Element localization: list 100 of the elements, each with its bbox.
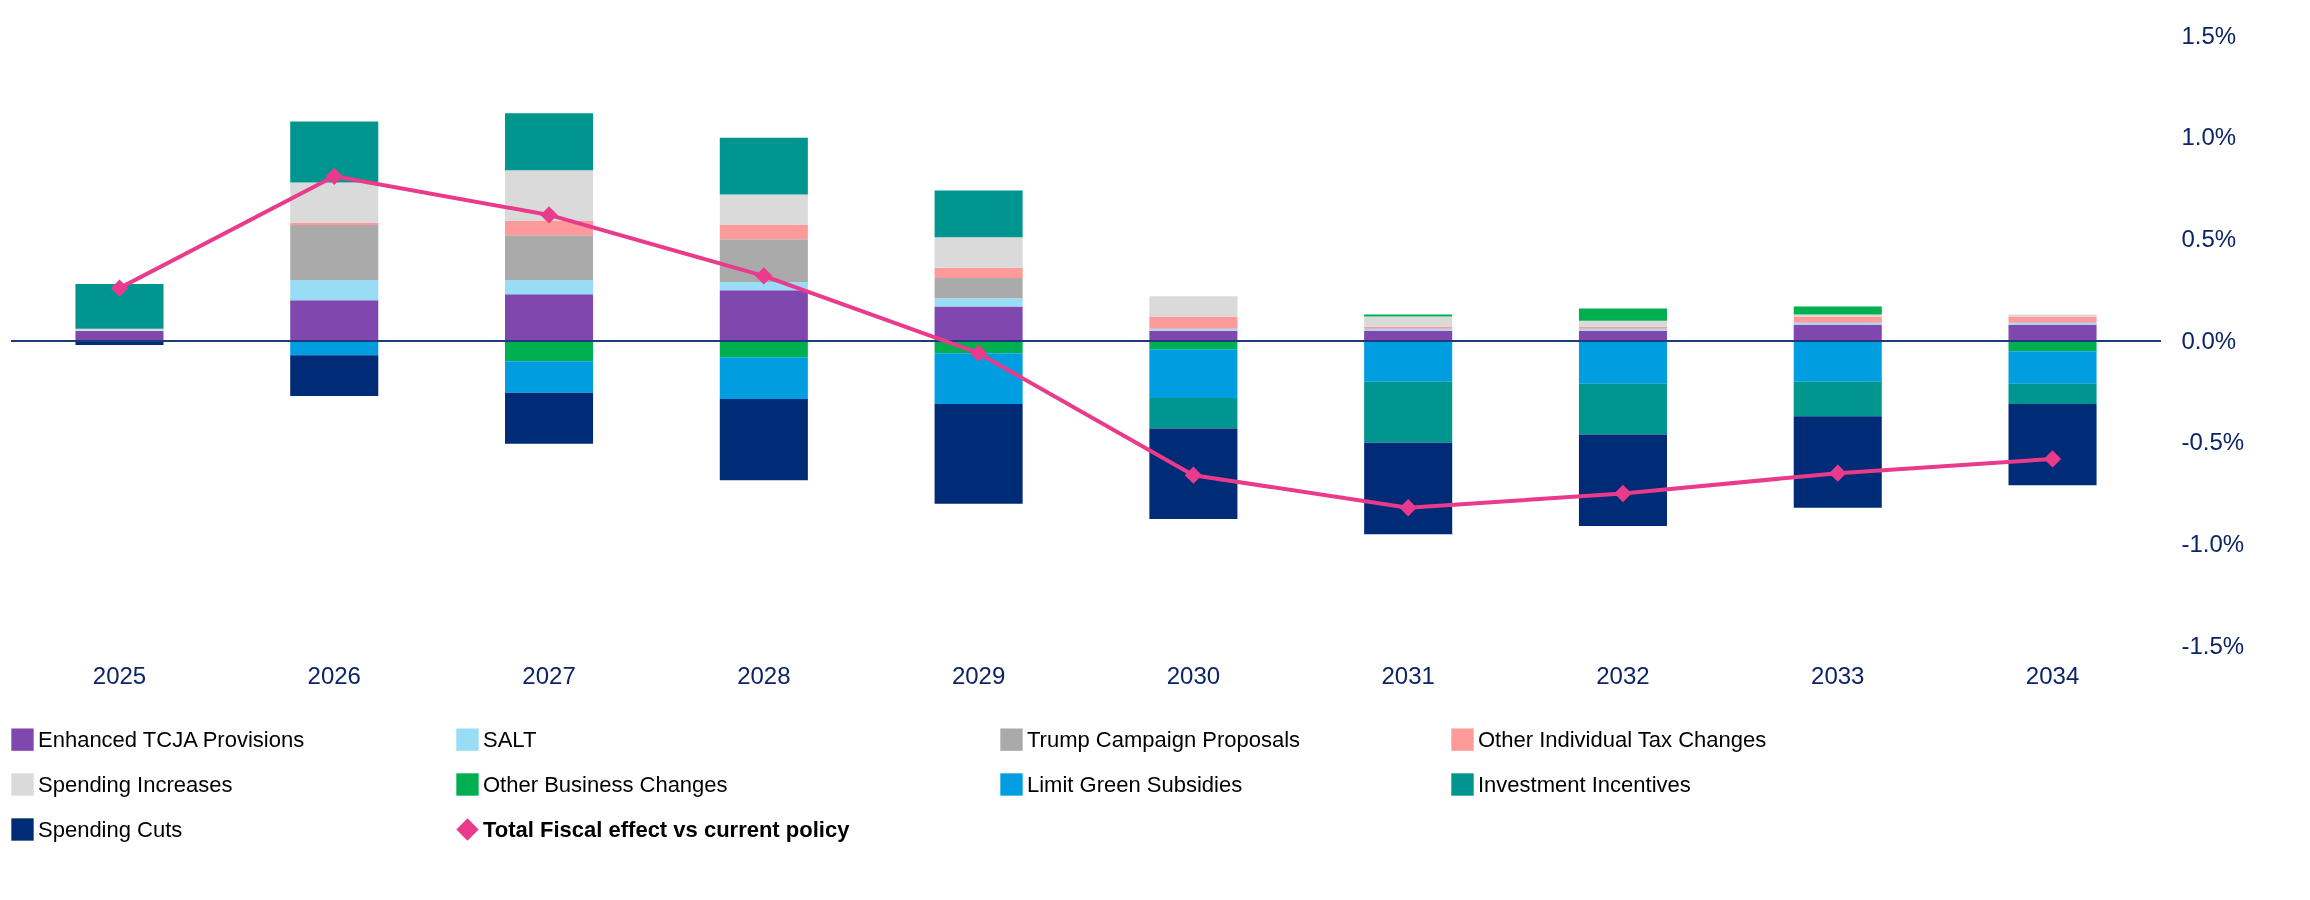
bar (505, 361, 594, 393)
legend-label: Spending Increases (38, 771, 233, 797)
point (1184, 466, 1203, 484)
y-tick-label: 1.0% (2181, 123, 2237, 151)
bar (1578, 320, 1667, 327)
bar (2008, 324, 2097, 341)
bar (934, 298, 1023, 307)
legend-label: Trump Campaign Proposals (1027, 726, 1301, 752)
legend-label: Total Fiscal effect vs current policy (483, 816, 851, 842)
bar (290, 182, 379, 224)
x-tick-label: 2033 (1811, 661, 1865, 689)
legend-label: SALT (483, 726, 537, 752)
bar (719, 194, 808, 226)
point (1829, 464, 1847, 482)
point (110, 279, 129, 297)
x-tick-label: 2026 (307, 661, 361, 689)
bar (1149, 428, 1238, 519)
bar (505, 341, 594, 362)
bar (719, 341, 808, 358)
y-tick-label: 1.5% (2181, 21, 2237, 49)
x-tick-label: 2031 (1381, 661, 1435, 689)
bar (505, 221, 594, 236)
bar (1149, 397, 1238, 429)
point (755, 267, 773, 285)
bar (934, 404, 1023, 504)
bar (1364, 341, 1453, 382)
bar (505, 392, 594, 444)
bar (2008, 383, 2097, 405)
x-tick-label: 2025 (92, 661, 147, 689)
bar (1793, 381, 1882, 417)
legend-label: Other Business Changes (483, 771, 728, 797)
bar (290, 280, 379, 301)
bar (290, 223, 379, 226)
x-tick-label: 2032 (1596, 661, 1650, 689)
bar (719, 137, 808, 195)
point (969, 344, 988, 362)
y-tick-label: -1.0% (2181, 529, 2245, 557)
bar (1364, 381, 1453, 443)
point (325, 167, 343, 185)
bar (934, 277, 1023, 299)
bar (1578, 383, 1667, 435)
x-tick-label: 2028 (737, 661, 791, 689)
bar (505, 170, 594, 222)
bar (75, 328, 164, 331)
point (2043, 450, 2062, 468)
bar (505, 113, 594, 171)
bar (934, 267, 1023, 278)
bar (1149, 328, 1238, 331)
bar (1793, 324, 1882, 341)
bar (290, 121, 379, 183)
legend-label: Other Individual Tax Changes (1478, 726, 1767, 752)
bar (719, 398, 808, 481)
bar (505, 294, 594, 341)
bar (1578, 308, 1667, 321)
point (1614, 484, 1632, 503)
bar (934, 306, 1023, 341)
bar (1149, 349, 1238, 398)
legend-label: Investment Incentives (1478, 771, 1691, 797)
bar (719, 225, 808, 240)
x-tick-label: 2027 (522, 661, 576, 689)
x-tick-label: 2029 (951, 661, 1006, 689)
bar (719, 239, 808, 283)
y-tick-label: -1.5% (2181, 631, 2245, 659)
bar (2008, 322, 2097, 325)
bar (1793, 341, 1882, 382)
bar (934, 353, 1023, 405)
bar (1793, 316, 1882, 323)
legend-label: Limit Green Subsidies (1027, 771, 1243, 797)
bar (290, 300, 379, 341)
bar (934, 190, 1023, 238)
bar (75, 284, 164, 329)
y-tick-label: 0.0% (2181, 326, 2237, 354)
bar (1364, 314, 1453, 317)
bar (2008, 314, 2097, 317)
bar (1578, 434, 1667, 527)
bar (290, 225, 379, 280)
bar (1793, 306, 1882, 315)
point (1399, 499, 1417, 517)
bar (1793, 314, 1882, 317)
y-tick-label: -0.5% (2181, 428, 2245, 456)
bar (1364, 442, 1453, 535)
bar (1149, 296, 1238, 317)
bar (2008, 316, 2097, 323)
point (540, 206, 558, 224)
bar (719, 290, 808, 341)
bar (719, 357, 808, 399)
bar (934, 237, 1023, 268)
bar (505, 280, 594, 295)
bar (2008, 351, 2097, 384)
legend-label: Spending Cuts (38, 816, 183, 842)
bar (290, 355, 379, 396)
x-tick-label: 2034 (2025, 661, 2080, 689)
legend-label: Enhanced TCJA Provisions (38, 726, 305, 752)
bar (2008, 404, 2097, 486)
bar (1793, 322, 1882, 325)
bar (505, 235, 594, 280)
bar (290, 341, 379, 356)
bar (1793, 416, 1882, 508)
x-tick-label: 2030 (1166, 661, 1221, 689)
y-tick-label: 0.5% (2181, 224, 2237, 252)
